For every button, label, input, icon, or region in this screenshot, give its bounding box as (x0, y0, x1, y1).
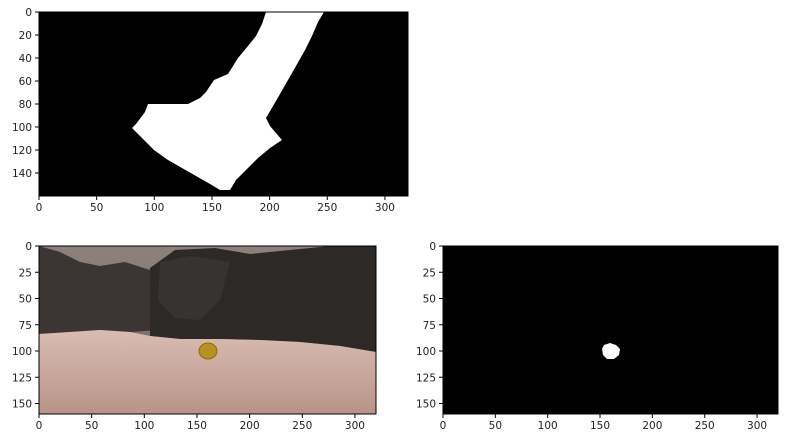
camera-image-axes: 0 50 100 150 200 250 300 0 25 50 75 100 125 150 (12, 241, 365, 432)
x-tick-label: 50 (85, 420, 98, 432)
navigable-terrain-region (132, 12, 324, 190)
y-tick-label: 25 (423, 267, 436, 279)
rock-sample-blob (602, 343, 620, 359)
x-tick-label: 250 (317, 202, 337, 214)
left-rock-wall (39, 246, 160, 334)
y-tick-label: 50 (423, 294, 436, 306)
y-tick-label: 0 (25, 241, 32, 253)
y-tick-label: 125 (12, 372, 32, 384)
y-tick-label: 50 (19, 294, 32, 306)
x-tick-label: 50 (90, 202, 103, 214)
x-tick-label: 300 (747, 420, 767, 432)
y-tick-label: 75 (19, 320, 32, 332)
rock-shading (158, 256, 230, 320)
threshold-mask-axes: 0 50 100 150 200 250 300 0 20 40 60 80 100 120 140 (12, 7, 395, 214)
y-tick-label: 100 (12, 346, 32, 358)
x-tick-label: 0 (36, 202, 43, 214)
y-tick-label: 125 (416, 372, 436, 384)
y-tick-label: 25 (19, 267, 32, 279)
x-tick-label: 200 (260, 202, 280, 214)
y-tick-label: 150 (12, 399, 32, 411)
x-tick-label: 100 (134, 420, 154, 432)
y-tick-label: 100 (12, 122, 32, 134)
y-tick-label: 120 (12, 145, 32, 157)
x-tick-label: 300 (345, 420, 365, 432)
x-tick-label: 50 (489, 420, 502, 432)
x-tick-label: 200 (642, 420, 662, 432)
y-tick-label: 100 (416, 346, 436, 358)
plot-frame (442, 245, 779, 415)
plot-frame (38, 245, 377, 415)
ground (39, 330, 376, 414)
y-tick-label: 150 (416, 399, 436, 411)
x-tick-label: 0 (36, 420, 43, 432)
y-tick-label: 140 (12, 168, 32, 180)
x-tick-label: 100 (144, 202, 164, 214)
plot-area-background (443, 246, 778, 414)
x-tick-label: 0 (440, 420, 447, 432)
y-tick-label: 80 (19, 99, 32, 111)
y-tick-label: 0 (429, 241, 436, 253)
y-tick-label: 75 (423, 320, 436, 332)
y-tick-label: 40 (19, 53, 32, 65)
threshold-mask-plot: 0 50 100 150 200 250 300 0 20 40 60 80 100 120 140 (12, 7, 409, 214)
x-tick-label: 150 (590, 420, 610, 432)
camera-image-plot: 0 50 100 150 200 250 300 0 25 50 75 100 125 150 (12, 241, 377, 432)
rock-sample-mask-plot: 0 50 100 150 200 250 300 0 25 50 75 100 125 150 (416, 241, 779, 432)
x-tick-label: 300 (375, 202, 395, 214)
y-tick-label: 60 (19, 76, 32, 88)
y-tick-label: 0 (25, 7, 32, 19)
x-tick-label: 150 (202, 202, 222, 214)
rock-sample-mask-axes: 0 50 100 150 200 250 300 0 25 50 75 100 125 150 (416, 241, 767, 432)
x-tick-label: 200 (240, 420, 260, 432)
y-tick-label: 20 (19, 30, 32, 42)
x-tick-label: 150 (187, 420, 207, 432)
rock-sample (198, 342, 218, 360)
x-tick-label: 100 (538, 420, 558, 432)
x-tick-label: 250 (695, 420, 715, 432)
x-tick-label: 250 (292, 420, 312, 432)
